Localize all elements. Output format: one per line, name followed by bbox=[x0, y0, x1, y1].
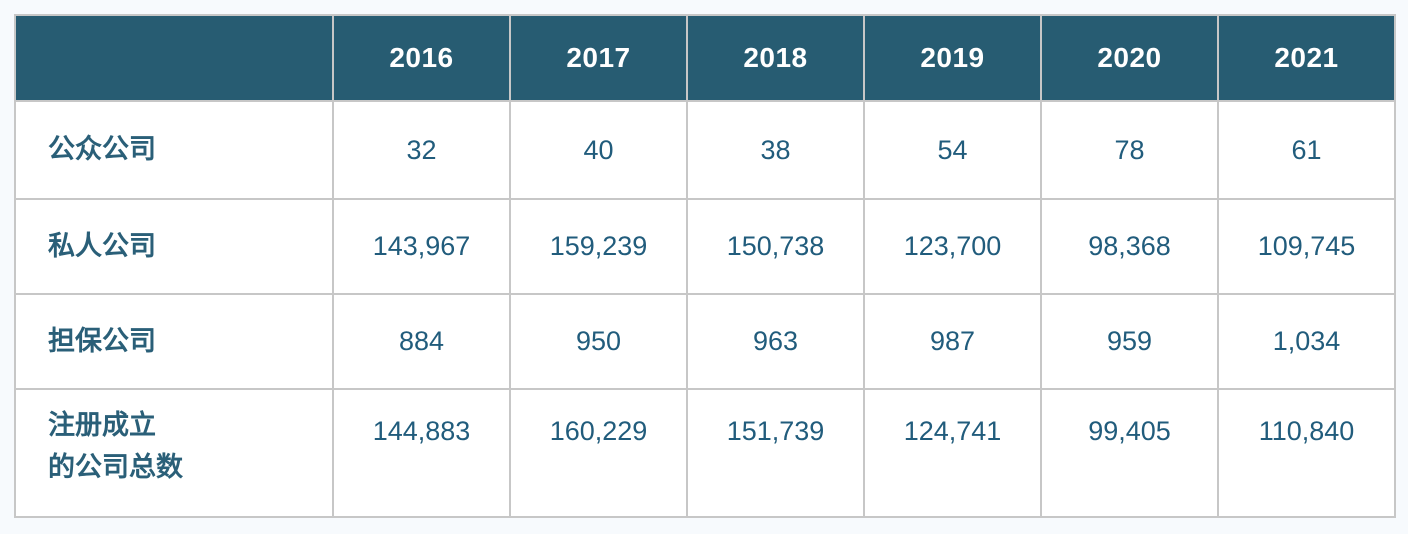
cell-value: 143,967 bbox=[332, 198, 511, 295]
row-label: 公众公司 bbox=[14, 100, 334, 200]
cell-value: 963 bbox=[686, 293, 865, 390]
header-year-2018: 2018 bbox=[686, 14, 865, 102]
cell-value: 950 bbox=[509, 293, 688, 390]
cell-value: 38 bbox=[686, 100, 865, 200]
cell-value: 150,738 bbox=[686, 198, 865, 295]
cell-value: 959 bbox=[1040, 293, 1219, 390]
row-label: 注册成立 的公司总数 bbox=[14, 388, 334, 518]
table-row-guarantee-companies: 担保公司 884 950 963 987 959 1,034 bbox=[14, 293, 1396, 390]
cell-value: 144,883 bbox=[332, 388, 511, 518]
header-year-2021: 2021 bbox=[1217, 14, 1396, 102]
header-year-2017: 2017 bbox=[509, 14, 688, 102]
cell-value: 40 bbox=[509, 100, 688, 200]
header-corner-cell bbox=[14, 14, 334, 102]
cell-value: 160,229 bbox=[509, 388, 688, 518]
cell-value: 99,405 bbox=[1040, 388, 1219, 518]
cell-value: 61 bbox=[1217, 100, 1396, 200]
cell-value: 109,745 bbox=[1217, 198, 1396, 295]
cell-value: 1,034 bbox=[1217, 293, 1396, 390]
cell-value: 54 bbox=[863, 100, 1042, 200]
cell-value: 110,840 bbox=[1217, 388, 1396, 518]
companies-by-year-table: 2016 2017 2018 2019 2020 2021 公众公司 32 40… bbox=[14, 14, 1396, 518]
cell-value: 151,739 bbox=[686, 388, 865, 518]
cell-value: 123,700 bbox=[863, 198, 1042, 295]
cell-value: 98,368 bbox=[1040, 198, 1219, 295]
table-row-total-incorporated: 注册成立 的公司总数 144,883 160,229 151,739 124,7… bbox=[14, 388, 1396, 518]
cell-value: 987 bbox=[863, 293, 1042, 390]
header-row: 2016 2017 2018 2019 2020 2021 bbox=[14, 14, 1396, 102]
cell-value: 32 bbox=[332, 100, 511, 200]
table-row-public-companies: 公众公司 32 40 38 54 78 61 bbox=[14, 100, 1396, 200]
row-label: 私人公司 bbox=[14, 198, 334, 295]
header-year-2020: 2020 bbox=[1040, 14, 1219, 102]
cell-value: 159,239 bbox=[509, 198, 688, 295]
table-row-private-companies: 私人公司 143,967 159,239 150,738 123,700 98,… bbox=[14, 198, 1396, 295]
row-label: 担保公司 bbox=[14, 293, 334, 390]
cell-value: 884 bbox=[332, 293, 511, 390]
header-year-2019: 2019 bbox=[863, 14, 1042, 102]
cell-value: 78 bbox=[1040, 100, 1219, 200]
header-year-2016: 2016 bbox=[332, 14, 511, 102]
cell-value: 124,741 bbox=[863, 388, 1042, 518]
